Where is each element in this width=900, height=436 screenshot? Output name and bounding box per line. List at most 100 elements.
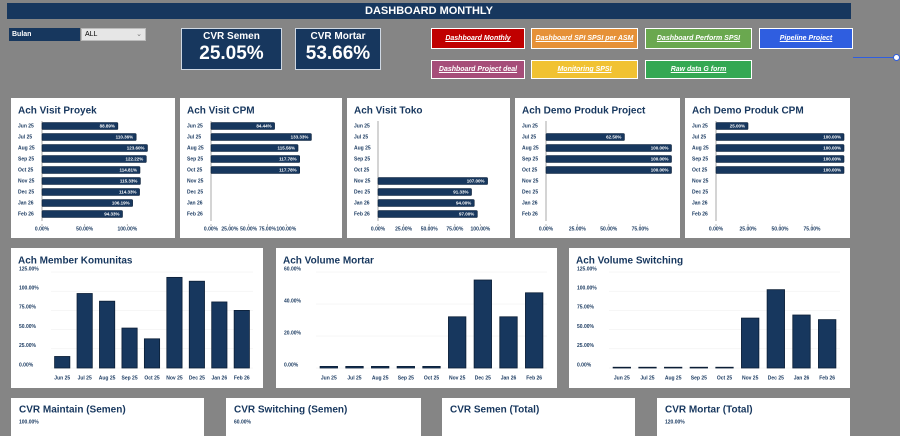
data-label: 115.33% [120, 178, 138, 183]
chart-title: CVR Semen (Total) [450, 405, 539, 416]
chart-card: Ach Volume Mortar 0.00% 20.00% 40.00% 60.00%… [276, 248, 557, 388]
nav-button[interactable]: Monitoring SPSI [531, 60, 638, 79]
data-label: 100.00% [651, 145, 669, 150]
nav-button[interactable]: Dashboard Project deal [431, 60, 525, 79]
x-tick-label: Sep 25 [691, 375, 707, 381]
chart-title: Ach Volume Mortar [283, 256, 374, 267]
y-tick-label: Sep 25 [692, 156, 708, 162]
x-tick-label: Feb 26 [819, 375, 835, 381]
x-tick-label: Dec 25 [475, 375, 491, 381]
y-tick-label: Dec 25 [18, 189, 34, 195]
y-tick-label: 20.00% [284, 330, 302, 336]
y-tick-label: Jul 25 [692, 134, 706, 140]
bar [76, 293, 93, 369]
data-label: 100.00% [651, 167, 669, 172]
chart-title: CVR Mortar (Total) [665, 405, 753, 416]
data-label: 94.33% [104, 211, 119, 216]
y-tick-label: Aug 25 [522, 145, 539, 151]
bar [210, 144, 299, 152]
y-tick-label: Aug 25 [187, 145, 204, 151]
chart-title: Ach Visit Proyek [18, 106, 97, 117]
x-tick-label: 100.00% [471, 226, 491, 232]
bar [210, 155, 300, 163]
x-tick-label: 100.00% [276, 226, 296, 232]
y-tick-label: Jul 25 [522, 134, 536, 140]
y-tick-label: Jan 26 [187, 200, 203, 206]
bar [545, 144, 672, 152]
chart-card: CVR Mortar (Total) 120.00% [657, 398, 850, 436]
bar [448, 316, 467, 369]
chart-card: Ach Volume Switching 0.00% 25.00% 50.00% 75.… [569, 248, 850, 388]
bar [545, 155, 672, 163]
nav-button[interactable]: Dashboard Perform SPSI [645, 28, 752, 49]
y-tick-label: 0.00% [19, 362, 34, 368]
x-tick-label: Jun 25 [54, 375, 70, 381]
y-tick-label: 125.00% [577, 266, 597, 272]
chart-card: Ach Visit Toko 0.00% 25.00% 50.00% 75.00% 100… [347, 98, 510, 238]
bar [766, 289, 785, 369]
data-label: 88.89% [100, 123, 115, 128]
x-tick-label: 25.00% [395, 226, 413, 232]
chart-card: Ach Demo Produk CPM 0.00% 25.00% 50.00% 75.0… [685, 98, 850, 238]
bar [41, 144, 148, 152]
x-tick-label: 0.00% [35, 226, 50, 232]
connector-handle [893, 54, 900, 61]
bar [211, 301, 228, 369]
y-tick-label: Jun 25 [692, 123, 708, 129]
x-tick-label: Jan 26 [501, 375, 517, 381]
x-tick-label: Aug 25 [665, 375, 682, 381]
data-label: 122.22% [126, 156, 144, 161]
x-tick-label: 75.00% [259, 226, 277, 232]
bar [545, 133, 625, 141]
data-label: 25.00% [730, 123, 745, 128]
y-tick-label: 100.00% [19, 286, 39, 292]
y-tick-label: Nov 25 [522, 178, 539, 184]
chart-card: Ach Visit CPM 0.00% 25.00% 50.00% 75.00% 100.… [180, 98, 342, 238]
y-tick-label: 25.00% [19, 343, 37, 349]
y-tick-label: 60.00% [234, 419, 252, 425]
x-tick-label: 0.00% [204, 226, 219, 232]
y-tick-label: Nov 25 [692, 178, 709, 184]
bar [422, 366, 441, 369]
bar [41, 210, 123, 218]
data-label: 100.00% [823, 156, 841, 161]
nav-button[interactable]: Dashboard SPI SPSI per ASM [531, 28, 638, 49]
y-tick-label: Oct 25 [354, 167, 370, 173]
kpi-card: CVR Semen 25.05% [181, 28, 282, 70]
y-tick-label: Jul 25 [354, 134, 368, 140]
y-tick-label: Feb 26 [18, 211, 34, 217]
x-tick-label: 0.00% [539, 226, 554, 232]
bar [233, 310, 250, 369]
chart-title: Ach Volume Switching [576, 256, 683, 267]
kpi-card: CVR Mortar 53.66% [295, 28, 381, 70]
x-tick-label: 100.00% [117, 226, 137, 232]
nav-button[interactable]: Dashboard Monthly [431, 28, 525, 49]
y-tick-label: Jan 26 [692, 200, 708, 206]
bar [499, 316, 518, 369]
nav-button[interactable]: Raw data G form [645, 60, 752, 79]
bar [121, 327, 138, 369]
bar [210, 122, 275, 130]
bar [143, 338, 161, 369]
bar [473, 279, 492, 369]
y-tick-label: Feb 26 [692, 211, 708, 217]
bar [792, 314, 811, 369]
y-tick-label: Oct 25 [522, 167, 538, 173]
bar [319, 366, 338, 369]
x-tick-label: Aug 25 [99, 375, 116, 381]
data-label: 84.44% [256, 123, 271, 128]
bar [715, 133, 845, 141]
chart-title: Ach Demo Produk CPM [692, 106, 804, 117]
x-tick-label: 50.00% [240, 226, 258, 232]
chart-title: Ach Visit CPM [187, 106, 255, 117]
x-tick-label: Jul 25 [347, 375, 361, 381]
y-tick-label: Jun 25 [187, 123, 203, 129]
filter-dropdown[interactable]: ALL ⌄ [81, 28, 146, 41]
chart-title: Ach Visit Toko [354, 106, 423, 117]
nav-button[interactable]: Pipeline Project [759, 28, 853, 49]
chart-card: CVR Maintain (Semen) 100.00% [11, 398, 204, 436]
y-tick-label: Sep 25 [522, 156, 538, 162]
bar [41, 122, 119, 130]
y-tick-label: 60.00% [284, 266, 302, 272]
x-tick-label: 50.00% [76, 226, 94, 232]
